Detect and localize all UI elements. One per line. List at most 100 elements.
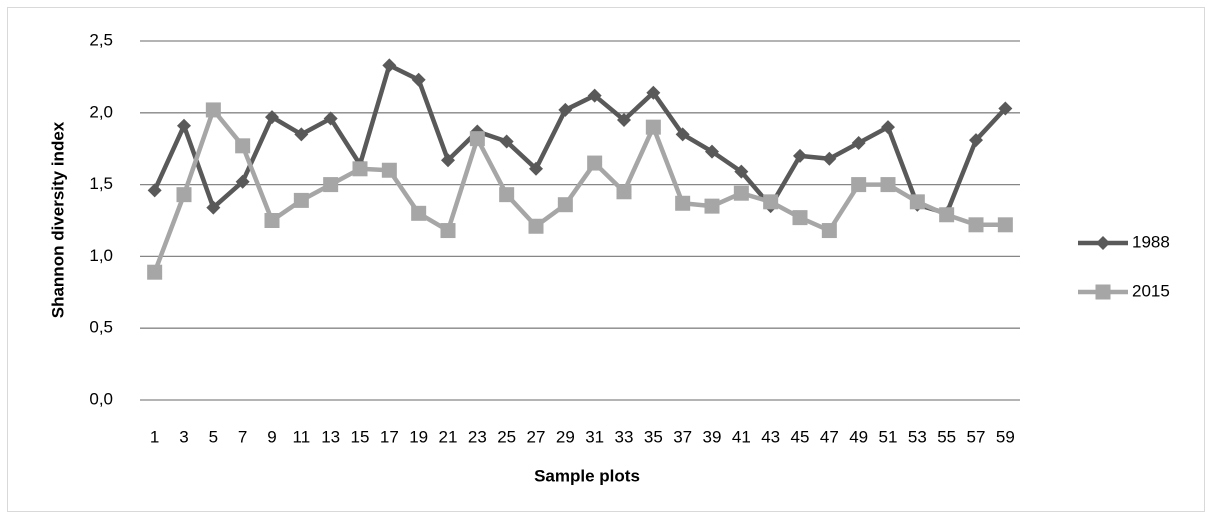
data-point [616,184,632,200]
data-point [734,164,749,179]
data-point [381,162,397,178]
data-point [293,192,309,208]
data-point [265,110,279,125]
x-tick-label: 45 [791,427,810,446]
data-point [675,127,690,142]
chart-frame [7,7,1205,512]
x-tick-label: 19 [409,427,428,446]
data-point [411,205,427,221]
x-tick-label: 31 [585,427,604,446]
x-tick-label: 49 [849,427,868,446]
x-tick-label: 3 [179,427,188,446]
legend-marker [1095,284,1111,300]
data-point [352,161,368,177]
data-point [617,112,631,127]
data-point [323,177,339,193]
data-point [675,195,691,211]
x-tick-label: 25 [497,427,516,446]
legend-label: 2015 [1132,281,1170,300]
x-tick-label: 51 [879,427,898,446]
data-point [528,218,544,234]
data-point [469,131,485,147]
x-tick-label: 7 [238,427,247,446]
data-point [851,177,867,193]
x-tick-label: 5 [209,427,218,446]
legend-label: 1988 [1132,232,1170,251]
data-point [264,213,280,228]
x-tick-label: 47 [820,427,839,446]
x-tick-label: 29 [556,427,575,446]
data-point [206,200,221,215]
data-point [998,101,1013,116]
data-point [294,127,309,142]
x-axis-title: Sample plots [534,466,640,485]
data-point [909,194,925,210]
x-tick-label: 55 [937,427,956,446]
data-point [177,118,191,133]
data-point [997,217,1013,233]
y-tick-label: 0,5 [89,318,113,337]
data-point [587,88,602,103]
x-tick-label: 41 [732,427,751,446]
x-tick-label: 27 [527,427,546,446]
x-tick-label: 1 [150,427,159,446]
data-point [440,223,456,239]
data-point [499,187,515,203]
x-tick-label: 43 [761,427,780,446]
data-point [763,194,779,210]
data-point [704,198,720,214]
data-point [587,155,603,171]
data-point [969,133,983,148]
data-point [645,119,661,135]
series-line [152,63,1007,216]
data-point [529,161,543,176]
data-point [792,210,808,226]
x-tick-label: 15 [351,427,370,446]
x-tick-label: 23 [468,427,487,446]
data-point [147,183,162,198]
data-point [235,138,251,154]
data-point [557,197,573,213]
data-point [205,102,221,118]
y-axis-title: Shannon diversity index [48,121,67,318]
x-tick-label: 57 [967,427,986,446]
data-point [822,151,837,166]
data-point [939,207,955,223]
x-tick-label: 37 [673,427,692,446]
data-point [821,223,837,239]
x-tick-label: 39 [703,427,722,446]
data-point [235,174,250,189]
legend-marker [1096,236,1110,250]
x-tick-label: 33 [615,427,634,446]
x-tick-label: 53 [908,427,927,446]
y-tick-label: 1,0 [89,246,113,265]
data-point [441,153,455,168]
x-tick-label: 35 [644,427,663,446]
data-point [147,264,163,280]
x-tick-label: 9 [267,427,276,446]
x-tick-label: 11 [293,427,311,446]
data-point [382,58,397,73]
data-point [733,185,749,201]
data-point [881,120,895,135]
data-point [176,187,192,203]
data-point [323,111,338,126]
data-point [499,134,514,149]
data-point [646,85,661,100]
x-tick-label: 59 [996,427,1015,446]
data-point [793,148,807,163]
data-point [968,217,984,233]
x-tick-label: 21 [439,427,458,446]
y-tick-label: 1,5 [89,174,113,193]
x-tick-label: 17 [380,427,399,446]
y-tick-label: 2,0 [89,102,113,121]
y-tick-label: 0,0 [89,389,113,408]
data-point [851,135,866,150]
data-point [411,72,426,87]
y-tick-label: 2,5 [89,30,113,49]
data-point [558,102,573,117]
data-point [705,144,719,159]
data-point [880,177,896,193]
